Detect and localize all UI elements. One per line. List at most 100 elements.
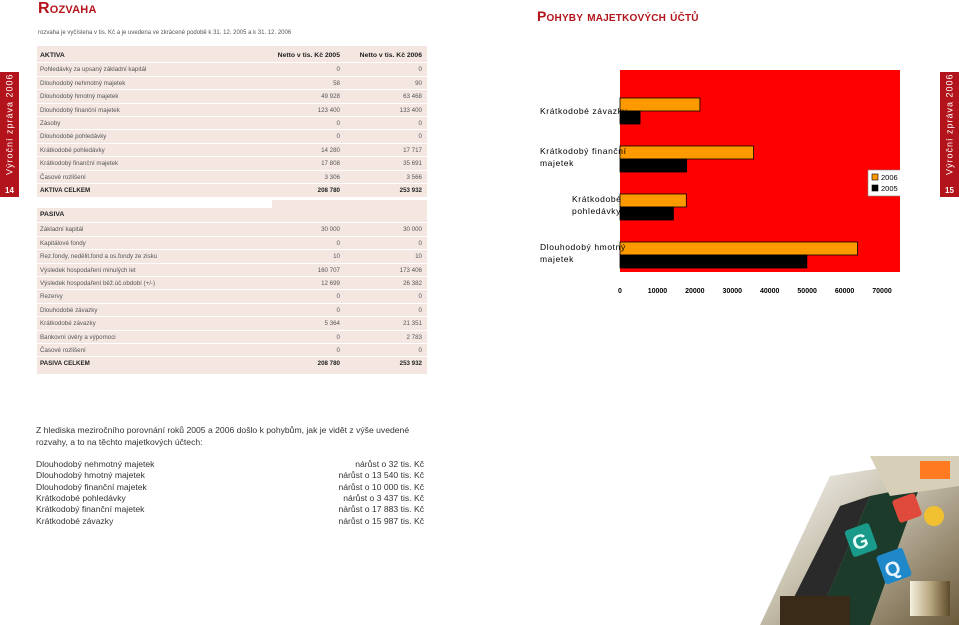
change-value: nárůst o 13 540 tis. Kč <box>338 470 424 481</box>
table-row-label: Krátkodobý finanční majetek <box>40 160 119 168</box>
table-row: Zásoby 0 0 <box>37 116 427 129</box>
liabilities-total-row-value-2006: 253 932 <box>399 360 422 368</box>
table-row: Výsledek hospodaření běž.úč.období (+/-)… <box>37 276 427 289</box>
x-tick-label: 10000 <box>648 288 668 295</box>
x-tick-label: 70000 <box>872 288 892 295</box>
table-row-value-2005: 0 <box>336 239 340 247</box>
table-row-label: Dlouhodobý nehmotný majetek <box>40 79 126 87</box>
x-tick-label: 50000 <box>797 288 817 295</box>
table-row-value-2006: 0 <box>418 133 422 141</box>
x-tick-label: 0 <box>618 288 622 295</box>
category-label: Krátkodobé pohledávky <box>572 194 621 216</box>
table-row-value-2005: 0 <box>336 133 340 141</box>
page-title-left: Rozvaha <box>38 0 97 17</box>
table-row: Rezervy 0 0 <box>37 289 427 302</box>
table-row: Bankovní úvěry a výpomoci 0 2 783 <box>37 329 427 343</box>
table-row-value-2006: 0 <box>418 120 422 127</box>
table-row-value-2006: 3 566 <box>406 173 422 181</box>
table-row-value-2005: 49 928 <box>321 93 340 101</box>
page-title-right: Pohyby majetkových účtů <box>537 8 699 24</box>
liabilities-header-label: PASIVA <box>40 211 65 218</box>
legend-label: 2006 <box>881 173 898 182</box>
table-row: Pohledávky za upsaný základní kapitál 0 0 <box>37 62 427 75</box>
table-row-value-2005: 30 000 <box>321 226 340 234</box>
change-value: nárůst o 32 tis. Kč <box>355 459 424 469</box>
category-label: Krátkodobé závazky <box>540 106 627 116</box>
table-row: Krátkodobý finanční majetek 17 808 35 691 <box>37 156 427 169</box>
table-row-value-2006: 35 691 <box>403 160 422 168</box>
table-row-value-2006: 133 400 <box>399 106 422 114</box>
table-row: Dlouhodobé závazky 0 0 <box>37 302 427 316</box>
assets-header-label: AKTIVA <box>40 52 65 59</box>
liabilities-total-row-label: PASIVA CELKEM <box>40 360 90 368</box>
x-tick-label: 20000 <box>685 288 705 295</box>
column-strip-2005 <box>272 200 349 374</box>
side-tab-text: Výroční zpráva 2006 <box>4 73 15 176</box>
table-row-value-2006: 173 406 <box>399 266 422 274</box>
table-row-value-2006: 0 <box>418 66 422 74</box>
change-label: Dlouhodobý finanční majetek <box>36 481 147 492</box>
table-row-value-2006: 63 468 <box>403 93 422 101</box>
liabilities-header: PASIVA <box>37 208 427 222</box>
table-row-value-2006: 26 382 <box>403 280 422 287</box>
x-tick-label: 60000 <box>835 288 855 295</box>
table-row-value-2005: 5 364 <box>324 320 340 328</box>
table-row-value-2005: 0 <box>336 120 340 127</box>
column-strip-2006 <box>349 200 427 374</box>
table-row-label: Časové rozlišení <box>40 173 86 181</box>
assets-header: AKTIVA Netto v tis. Kč 2005 Netto v tis. K… <box>37 49 427 63</box>
table-row-value-2005: 3 306 <box>324 173 340 181</box>
table-row-label: Zásoby <box>40 120 61 127</box>
table-row-value-2006: 0 <box>418 293 422 301</box>
table-row-label: Dlouhodobý finanční majetek <box>40 106 120 114</box>
table-row-value-2005: 0 <box>336 333 340 341</box>
change-value: nárůst o 17 883 tis. Kč <box>338 504 424 515</box>
legend-swatch-2005 <box>871 184 879 192</box>
table-row-label: Výsledek hospodaření minulých let <box>40 266 136 274</box>
table-row: Výsledek hospodaření minulých let 160 707… <box>37 262 427 276</box>
table-row: Kapitálové fondy 0 0 <box>37 235 427 249</box>
bar-2006 <box>619 193 687 208</box>
legend-swatch-2006 <box>871 173 879 181</box>
assets-total-row: AKTIVA CELKEM 208 780 253 932 <box>37 183 427 196</box>
table-row: Časové rozlišení 0 0 <box>37 343 427 356</box>
table-row-value-2005: 10 <box>333 253 340 261</box>
legend-label: 2005 <box>881 184 898 193</box>
change-label: Krátkodobé závazky <box>36 515 114 526</box>
balance-table-bg <box>37 46 427 197</box>
table-row-value-2006: 0 <box>418 306 422 314</box>
assets-total-row-value-2006: 253 932 <box>399 187 422 194</box>
change-value: nárůst o 15 987 tis. Kč <box>338 515 424 526</box>
assets-total-row-label: AKTIVA CELKEM <box>40 187 91 194</box>
table-row-value-2005: 0 <box>336 293 340 301</box>
table-row: Dlouhodobé pohledávky 0 0 <box>37 129 427 142</box>
table-row-label: Pohledávky za upsaný základní kapitál <box>40 66 147 74</box>
side-tab-left: Výroční zpráva 2006 14 <box>0 72 19 197</box>
table-row-value-2005: 123 400 <box>317 106 340 114</box>
table-row-label: Kapitálové fondy <box>40 239 86 247</box>
table-row-value-2005: 17 808 <box>321 160 340 168</box>
table-row-value-2006: 30 000 <box>403 226 422 234</box>
assets-total-row-value-2005: 208 780 <box>317 187 340 194</box>
table-row-label: Bankovní úvěry a výpomoci <box>40 333 116 341</box>
table-row-value-2005: 14 280 <box>321 146 340 154</box>
table-row-label: Časové rozlišení <box>40 347 86 354</box>
intro-note: rozvaha je vyčíslena v tis. Kč a je uved… <box>38 30 292 36</box>
change-value: nárůst o 3 437 tis. Kč <box>343 492 424 503</box>
table-row-value-2006: 10 <box>415 253 422 261</box>
table-row-value-2006: 17 717 <box>403 146 422 154</box>
category-label: Dlouhodobý hmotný majetek <box>540 242 626 264</box>
page-number: 14 <box>5 186 14 195</box>
table-row-label: Krátkodobé závazky <box>40 320 96 328</box>
bar-2005 <box>619 110 641 125</box>
table-row-value-2005: 0 <box>336 347 340 354</box>
bar-2005 <box>619 158 688 173</box>
liabilities-total-row: PASIVA CELKEM 208 780 253 932 <box>37 356 427 369</box>
table-row-value-2005: 58 <box>333 79 340 87</box>
table-row-label: Výsledek hospodaření běž.úč.období (+/-) <box>40 280 156 287</box>
table-row: Krátkodobé závazky 5 364 21 351 <box>37 316 427 329</box>
table-row: Časové rozlišení 3 306 3 566 <box>37 169 427 183</box>
table-row: Krátkodobé pohledávky 14 280 17 717 <box>37 142 427 156</box>
table-row-value-2006: 90 <box>415 79 422 87</box>
table-row-value-2006: 21 351 <box>403 320 422 328</box>
